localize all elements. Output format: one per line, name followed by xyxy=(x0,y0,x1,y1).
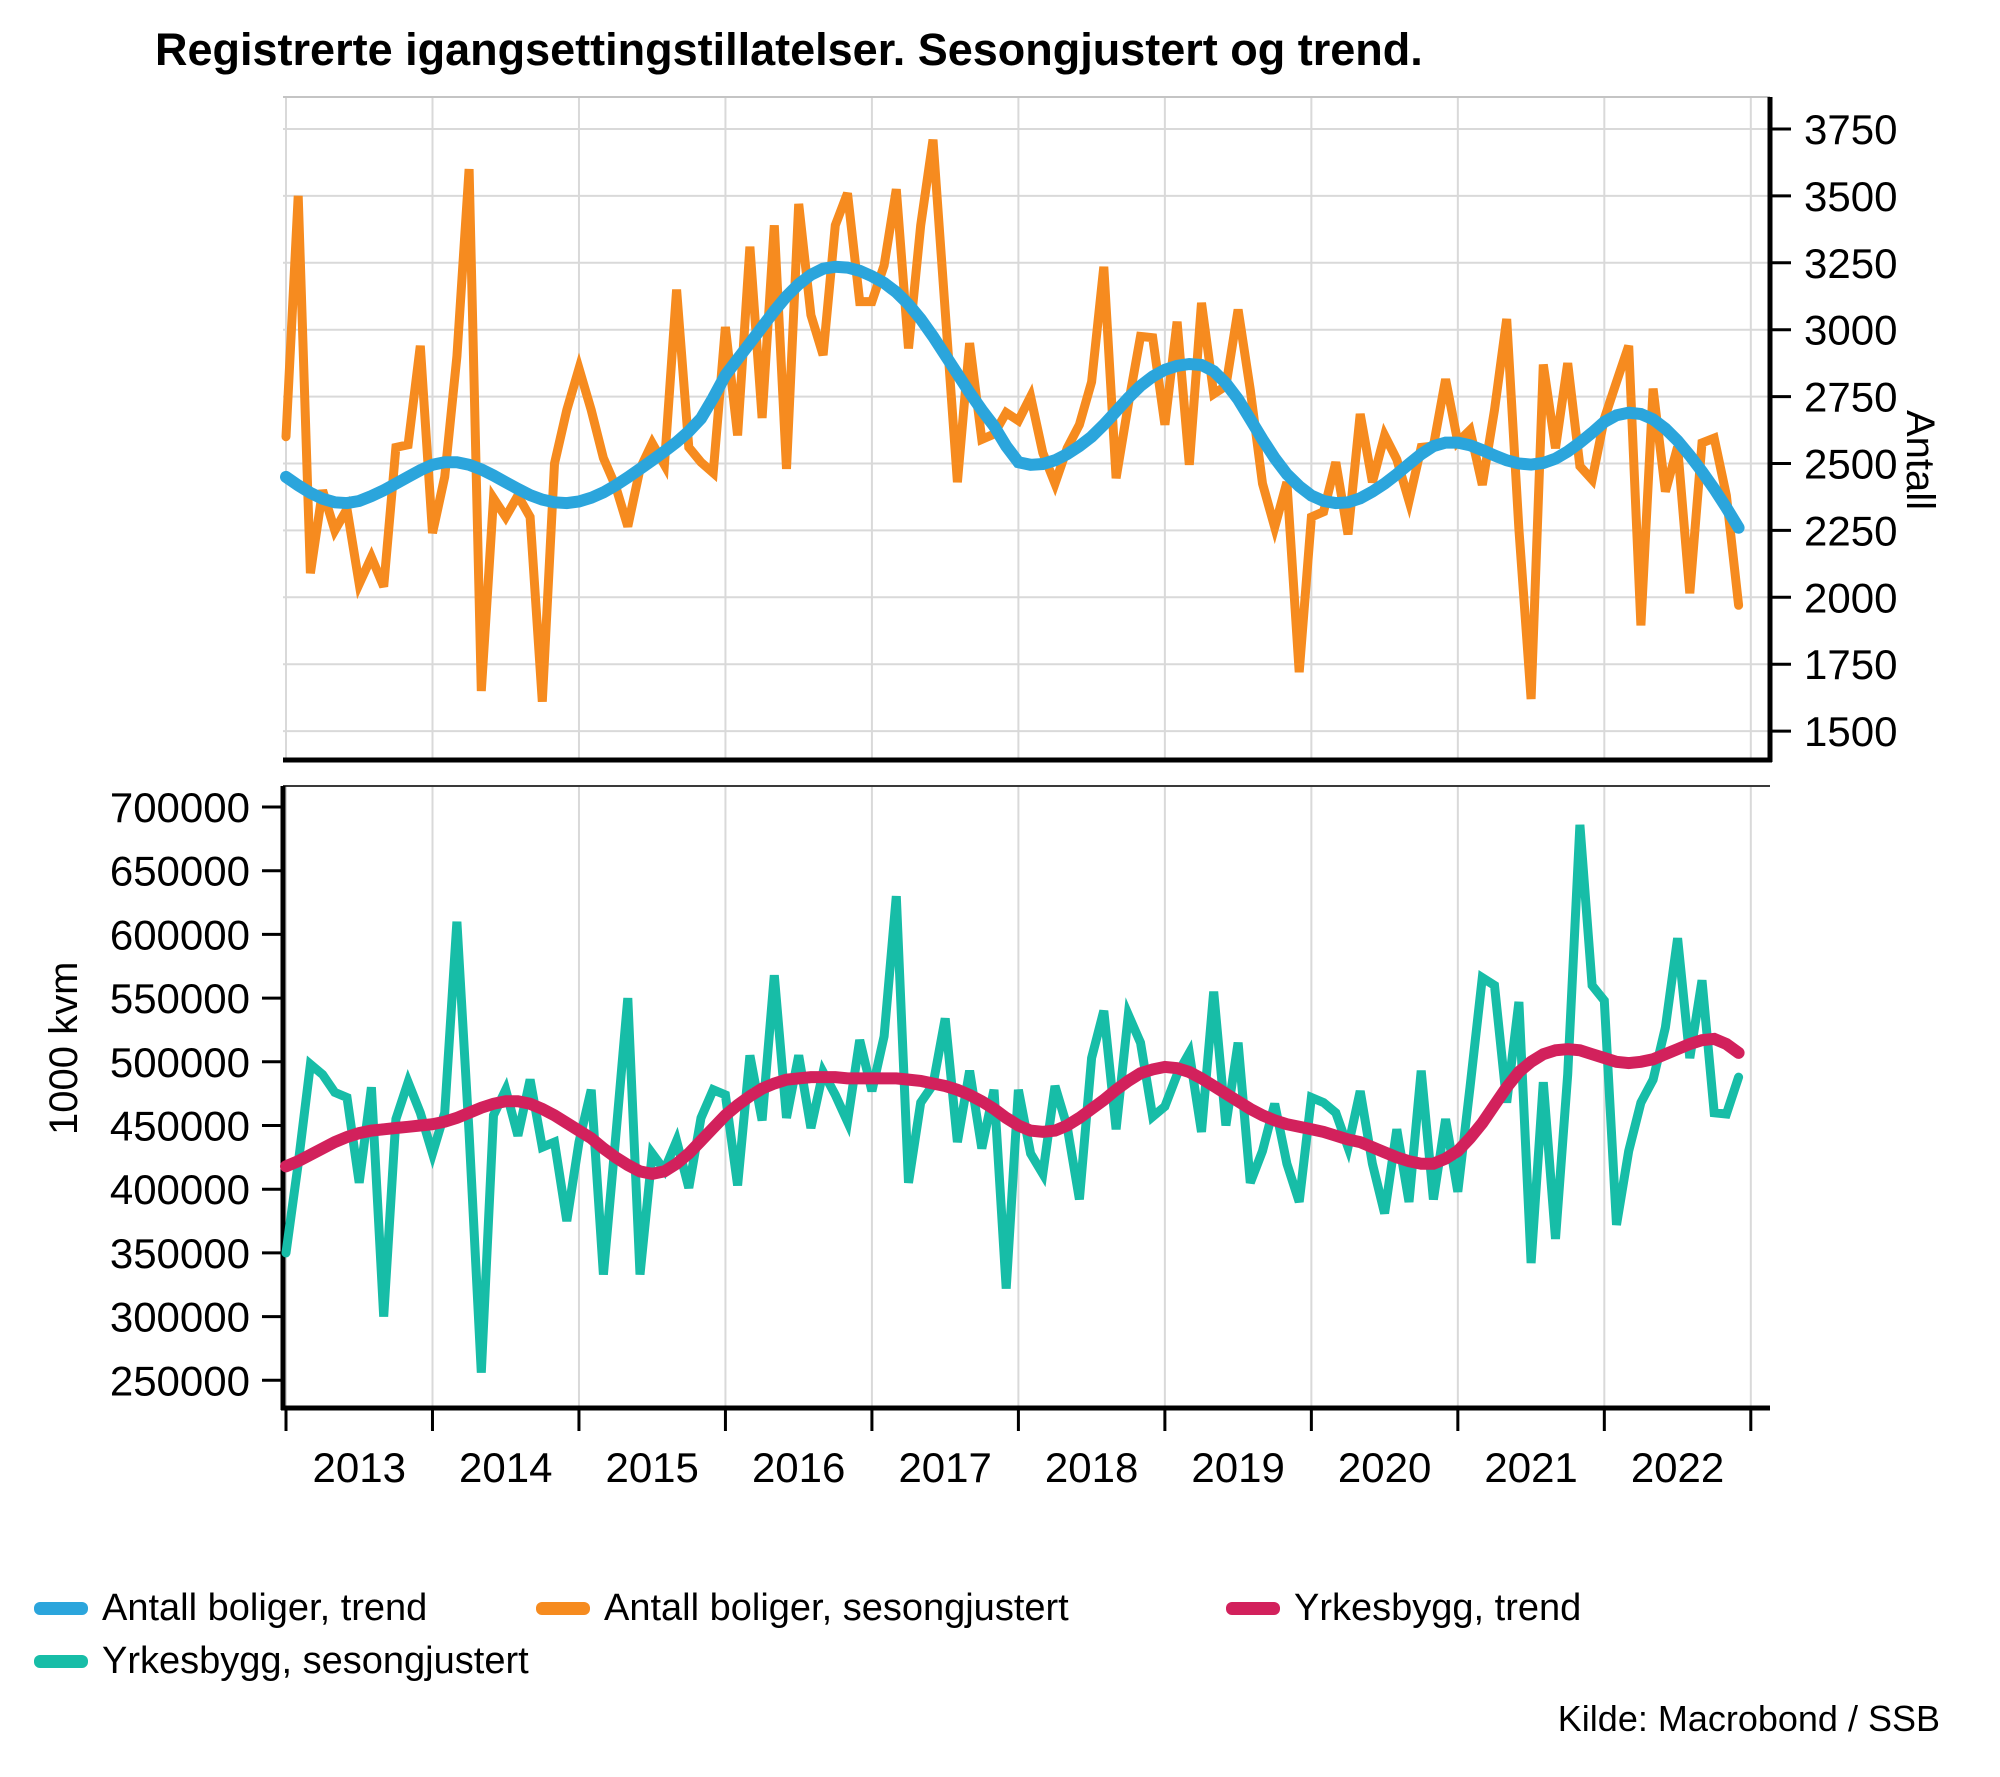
legend-swatch-yrkesbygg-sesongjustert xyxy=(34,1654,88,1668)
legend-swatch-antall-sesongjustert xyxy=(536,1601,590,1615)
bottom-y-tick-label: 250000 xyxy=(110,1357,250,1404)
legend-item-antall-sesongjustert: Antall boliger, sesongjustert xyxy=(536,1585,1069,1631)
top-y-tick-label: 2250 xyxy=(1804,507,1897,554)
series-antall-boliger-trend xyxy=(280,260,1745,534)
top-y-tick-label: 3000 xyxy=(1804,307,1897,354)
legend-label-yrkesbygg-sesongjustert: Yrkesbygg, sesongjustert xyxy=(102,1639,529,1682)
x-year-label: 2014 xyxy=(459,1444,552,1491)
x-year-label: 2018 xyxy=(1045,1444,1138,1491)
top-y-tick-label: 2500 xyxy=(1804,441,1897,488)
series-yrkesbygg-trend xyxy=(280,1032,1745,1181)
series-antall-boliger-sesongjustert xyxy=(281,139,1744,702)
top-y-tick-label: 2000 xyxy=(1804,574,1897,621)
legend-label-antall-trend: Antall boliger, trend xyxy=(102,1586,428,1629)
legend-item-antall-trend: Antall boliger, trend xyxy=(34,1585,427,1631)
bottom-y-tick-label: 400000 xyxy=(110,1166,250,1213)
bottom-y-tick-label: 500000 xyxy=(110,1039,250,1086)
top-y-tick-label: 3500 xyxy=(1804,173,1897,220)
bottom-y-tick-label: 600000 xyxy=(110,911,250,958)
bottom-y-tick-label: 650000 xyxy=(110,848,250,895)
chart-title: Registrerte igangsettingstillatelser. Se… xyxy=(155,24,1423,75)
bottom-y-tick-label: 550000 xyxy=(110,975,250,1022)
source-credit: Kilde: Macrobond / SSB xyxy=(1557,1698,1940,1739)
legend-swatch-antall-trend xyxy=(34,1601,88,1615)
top-y-tick-label: 1500 xyxy=(1804,708,1897,755)
bottom-y-tick-label: 300000 xyxy=(110,1294,250,1341)
x-year-label: 2022 xyxy=(1631,1444,1724,1491)
bottom-y-tick-label: 700000 xyxy=(110,784,250,831)
top-y-tick-label: 2750 xyxy=(1804,374,1897,421)
x-year-label: 2015 xyxy=(605,1444,698,1491)
bottom-y-axis-title: 1000 kvm xyxy=(42,961,86,1135)
x-year-label: 2017 xyxy=(898,1444,991,1491)
top-y-tick-label: 3750 xyxy=(1804,106,1897,153)
series-yrkesbygg-sesongjustert xyxy=(281,824,1744,1373)
x-year-label: 2020 xyxy=(1338,1444,1431,1491)
bottom-y-tick-label: 450000 xyxy=(110,1103,250,1150)
bottom-y-tick-label: 350000 xyxy=(110,1230,250,1277)
legend-swatch-yrkesbygg-trend xyxy=(1226,1601,1280,1615)
top-y-axis-title: Antall xyxy=(1898,410,1942,511)
x-year-label: 2019 xyxy=(1191,1444,1284,1491)
top-y-tick-label: 3250 xyxy=(1804,240,1897,287)
x-year-label: 2021 xyxy=(1484,1444,1577,1491)
legend-label-antall-sesongjustert: Antall boliger, sesongjustert xyxy=(604,1586,1069,1629)
x-year-label: 2013 xyxy=(313,1444,406,1491)
x-year-label: 2016 xyxy=(752,1444,845,1491)
legend-item-yrkesbygg-trend: Yrkesbygg, trend xyxy=(1226,1585,1581,1631)
top-y-tick-label: 1750 xyxy=(1804,641,1897,688)
legend-label-yrkesbygg-trend: Yrkesbygg, trend xyxy=(1294,1586,1582,1629)
legend-item-yrkesbygg-sesongjustert: Yrkesbygg, sesongjustert xyxy=(34,1638,529,1684)
